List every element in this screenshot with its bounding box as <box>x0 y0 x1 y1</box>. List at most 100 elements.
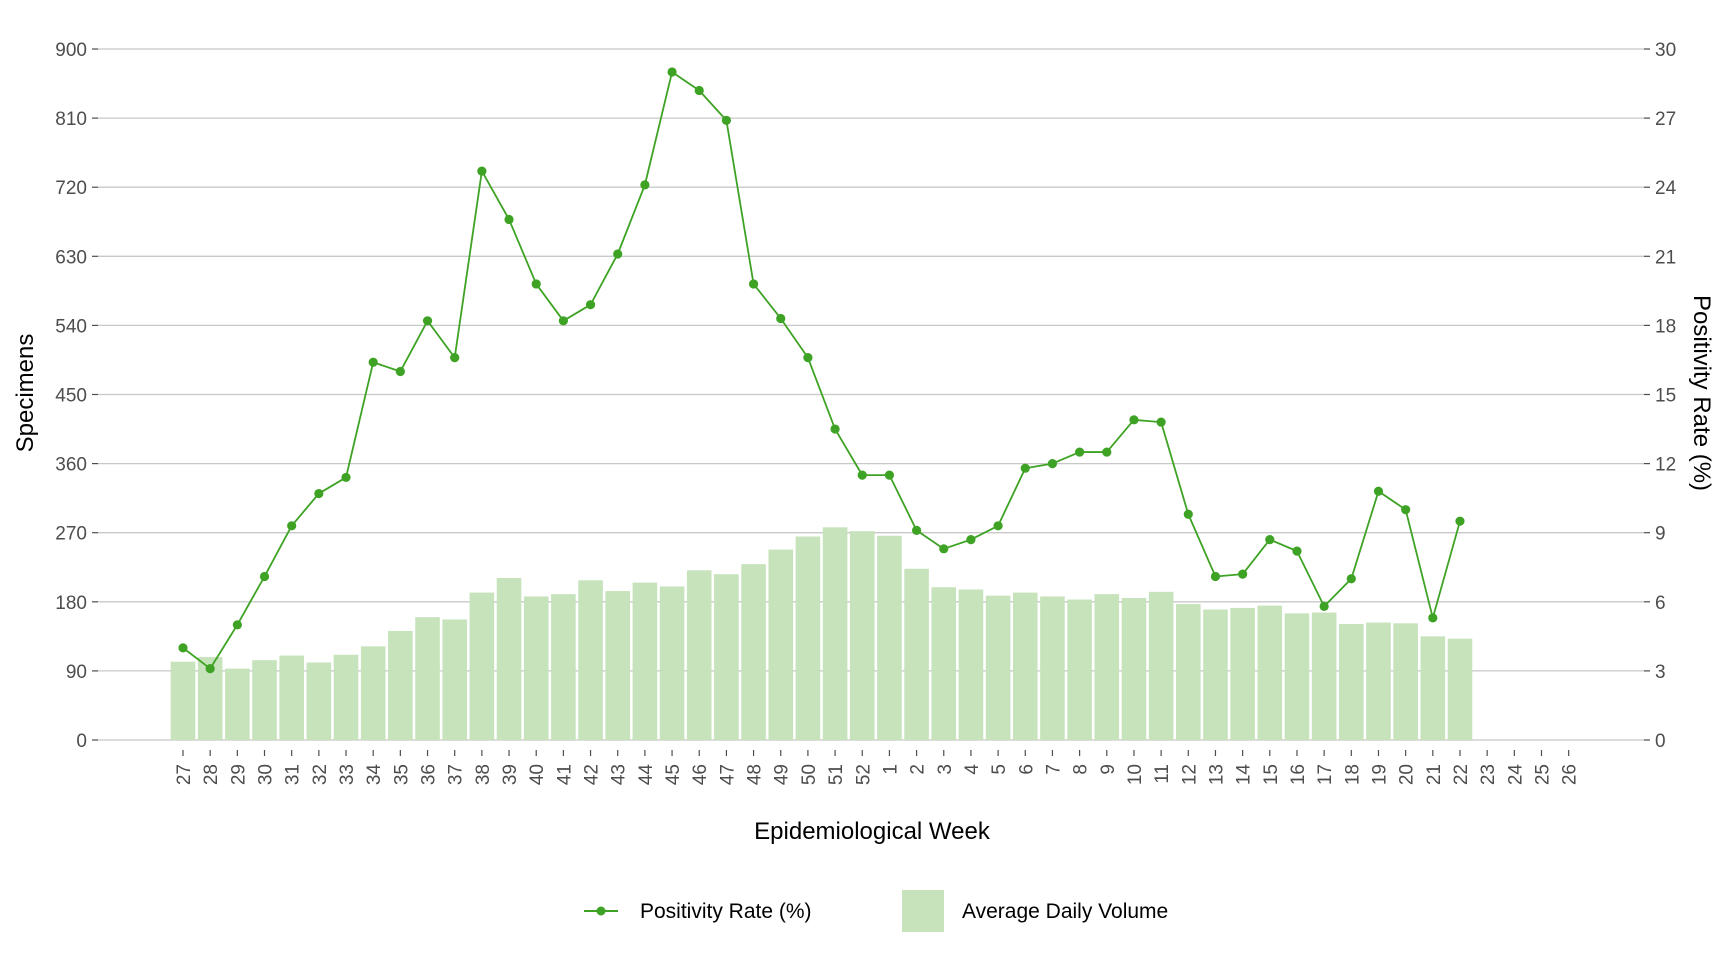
x-tick-label: 32 <box>310 764 331 785</box>
left-y-axis-title: Specimens <box>12 334 39 453</box>
bar <box>741 564 766 740</box>
bar <box>225 668 250 740</box>
x-tick-label: 43 <box>609 764 630 785</box>
positivity-point <box>1075 447 1085 457</box>
positivity-point <box>585 300 596 310</box>
bar <box>795 536 821 740</box>
bar <box>931 587 957 740</box>
bar <box>279 655 304 740</box>
bar <box>1420 636 1446 740</box>
bar <box>632 582 658 740</box>
bar <box>877 535 902 740</box>
x-tick-label: 47 <box>717 764 738 785</box>
bar <box>1040 596 1065 740</box>
positivity-point <box>314 488 324 499</box>
x-tick-label: 35 <box>391 764 412 785</box>
positivity-point <box>721 115 732 126</box>
right-y-axis: 0 3 6 9 12 15 18 21 24 27 30 <box>1644 40 1677 752</box>
left-tick-label: 90 <box>66 662 87 683</box>
positivity-point <box>232 620 242 630</box>
legend-bar-swatch <box>902 890 944 932</box>
x-tick-label: 11 <box>1152 764 1173 784</box>
bar <box>170 661 196 740</box>
bar <box>1257 605 1283 740</box>
positivity-point <box>1428 613 1438 623</box>
x-tick-label: 30 <box>256 764 277 785</box>
positivity-point <box>558 316 568 326</box>
positivity-line <box>182 71 1461 670</box>
bar <box>605 591 631 740</box>
x-tick-label: 19 <box>1369 764 1390 785</box>
left-tick-label: 540 <box>55 316 87 337</box>
positivity-point <box>1183 509 1193 519</box>
x-tick-label: 48 <box>745 764 766 785</box>
bar <box>1284 613 1310 740</box>
positivity-point <box>884 470 895 480</box>
x-tick-label: 28 <box>201 764 222 785</box>
x-tick-label: 49 <box>772 764 793 785</box>
x-tick-label: 23 <box>1478 764 1499 785</box>
left-tick-label: 360 <box>55 455 87 476</box>
positivity-point <box>1319 601 1329 612</box>
positivity-point <box>857 470 867 480</box>
right-tick-label: 21 <box>1655 247 1676 268</box>
x-tick-label: 2 <box>908 764 929 775</box>
positivity-point <box>1102 447 1112 457</box>
right-tick-label: 18 <box>1655 316 1676 337</box>
positivity-point <box>504 214 514 225</box>
x-tick-label: 9 <box>1098 764 1119 775</box>
bar <box>523 596 549 740</box>
legend-label-positivity: Positivity Rate (%) <box>640 900 812 923</box>
left-tick-label: 270 <box>55 524 87 545</box>
x-tick-label: 25 <box>1533 764 1554 785</box>
x-tick-label: 7 <box>1043 764 1064 775</box>
positivity-point <box>1373 486 1384 496</box>
right-tick-label: 6 <box>1655 593 1666 614</box>
positivity-point <box>1020 463 1030 473</box>
left-tick-label: 720 <box>55 178 87 199</box>
left-tick-label: 630 <box>55 247 87 268</box>
right-tick-label: 27 <box>1655 109 1676 130</box>
positivity-point <box>1047 459 1058 469</box>
positivity-point <box>422 316 433 326</box>
x-tick-label: 29 <box>228 764 249 785</box>
bar <box>822 527 848 740</box>
bar <box>985 595 1011 740</box>
right-tick-label: 0 <box>1655 731 1666 752</box>
bar <box>1447 638 1473 740</box>
positivity-point <box>993 521 1003 531</box>
legend: Positivity Rate (%) Average Daily Volume <box>584 890 1168 932</box>
bar <box>659 586 685 740</box>
x-tick-label: 44 <box>636 764 657 786</box>
right-tick-label: 12 <box>1655 455 1676 476</box>
x-tick-label: 22 <box>1451 764 1472 785</box>
positivity-point <box>178 643 188 653</box>
x-tick-label: 8 <box>1071 764 1092 775</box>
x-axis: 27 28 29 30 31 32 33 34 35 36 37 38 39 40 41 42 43 44 45 46… <box>174 750 1581 785</box>
bar <box>1067 599 1092 740</box>
positivity-point <box>1129 415 1139 425</box>
positivity-point <box>694 85 704 96</box>
positivity-point <box>667 67 677 77</box>
positivity-point <box>939 544 949 554</box>
x-tick-label: 52 <box>853 764 874 785</box>
x-tick-label: 37 <box>446 764 467 785</box>
bar <box>1012 592 1038 740</box>
positivity-point <box>341 472 351 483</box>
x-tick-label: 51 <box>826 764 847 785</box>
left-tick-label: 450 <box>55 386 87 407</box>
left-tick-label: 180 <box>55 593 87 614</box>
positivity-point <box>1455 516 1465 526</box>
bar <box>849 531 875 740</box>
bar <box>1094 594 1120 740</box>
x-tick-label: 38 <box>473 764 494 785</box>
left-tick-label: 0 <box>76 731 87 752</box>
bar <box>496 577 522 740</box>
bar <box>1121 597 1147 740</box>
x-tick-label: 5 <box>989 764 1010 775</box>
bar <box>1230 607 1255 740</box>
bar <box>578 580 603 740</box>
x-tick-label: 3 <box>935 764 956 775</box>
x-tick-label: 20 <box>1397 764 1418 785</box>
bar <box>958 589 984 740</box>
